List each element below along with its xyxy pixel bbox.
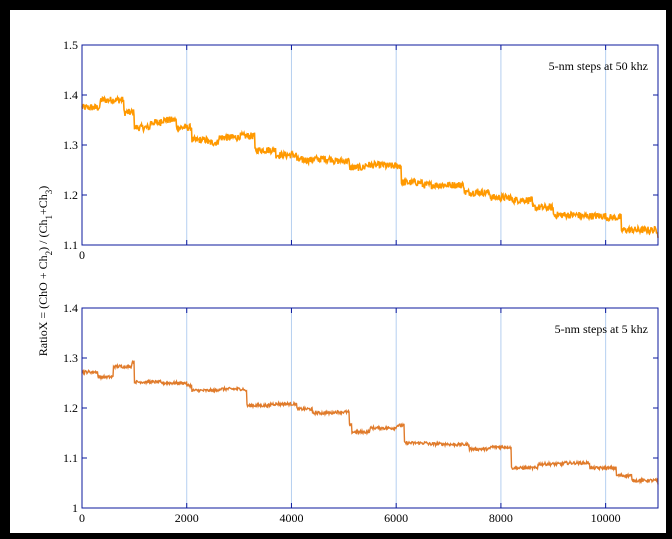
x-tick-label: 2000 xyxy=(175,511,199,525)
panel-annotation: 5-nm steps at 5 khz xyxy=(555,322,648,336)
series-line xyxy=(81,94,659,239)
x-tick-label: 8000 xyxy=(489,511,513,525)
y-tick-label: 1.4 xyxy=(63,88,78,102)
x-tick-label: 4000 xyxy=(279,511,303,525)
y-tick-label: 1.3 xyxy=(63,351,78,365)
y-tick-label: 1.3 xyxy=(63,138,78,152)
y-tick-label: 1.2 xyxy=(63,401,78,415)
figure-canvas: RatioX = (ChO + Ch2) / (Ch1+Ch3) 1.1 1.2 1… xyxy=(10,10,666,533)
chart-svg: RatioX = (ChO + Ch2) / (Ch1+Ch3) 1.11.21… xyxy=(36,38,659,525)
x-tick-label: 10000 xyxy=(591,511,621,525)
x-tick-label: 0 xyxy=(79,248,85,262)
series-line xyxy=(81,359,659,485)
y-tick-label: 1.5 xyxy=(63,38,78,52)
x-tick-label: 6000 xyxy=(384,511,408,525)
panel-top: 1.1 1.2 1.3 1.4 1.5 0 5-nm steps at 50 khz xyxy=(63,38,659,262)
y-tick-label: 1.1 xyxy=(63,238,78,252)
y-tick-label: 1.4 xyxy=(63,301,78,315)
y-tick-label: 1.1 xyxy=(63,451,78,465)
y-tick-label: 1 xyxy=(72,501,78,515)
panel-annotation: 5-nm steps at 50 khz xyxy=(549,59,648,73)
plot-area xyxy=(81,307,659,509)
panel-bottom: 1 1.1 1.2 1.3 1.4 0 2000 4000 6000 8000 10000 5-nm … xyxy=(63,301,659,525)
y-axis-label: RatioX = (ChO + Ch2) / (Ch1+Ch3) xyxy=(36,186,54,357)
plot-area xyxy=(81,44,659,246)
x-tick-label: 0 xyxy=(79,511,85,525)
y-tick-label: 1.2 xyxy=(63,188,78,202)
